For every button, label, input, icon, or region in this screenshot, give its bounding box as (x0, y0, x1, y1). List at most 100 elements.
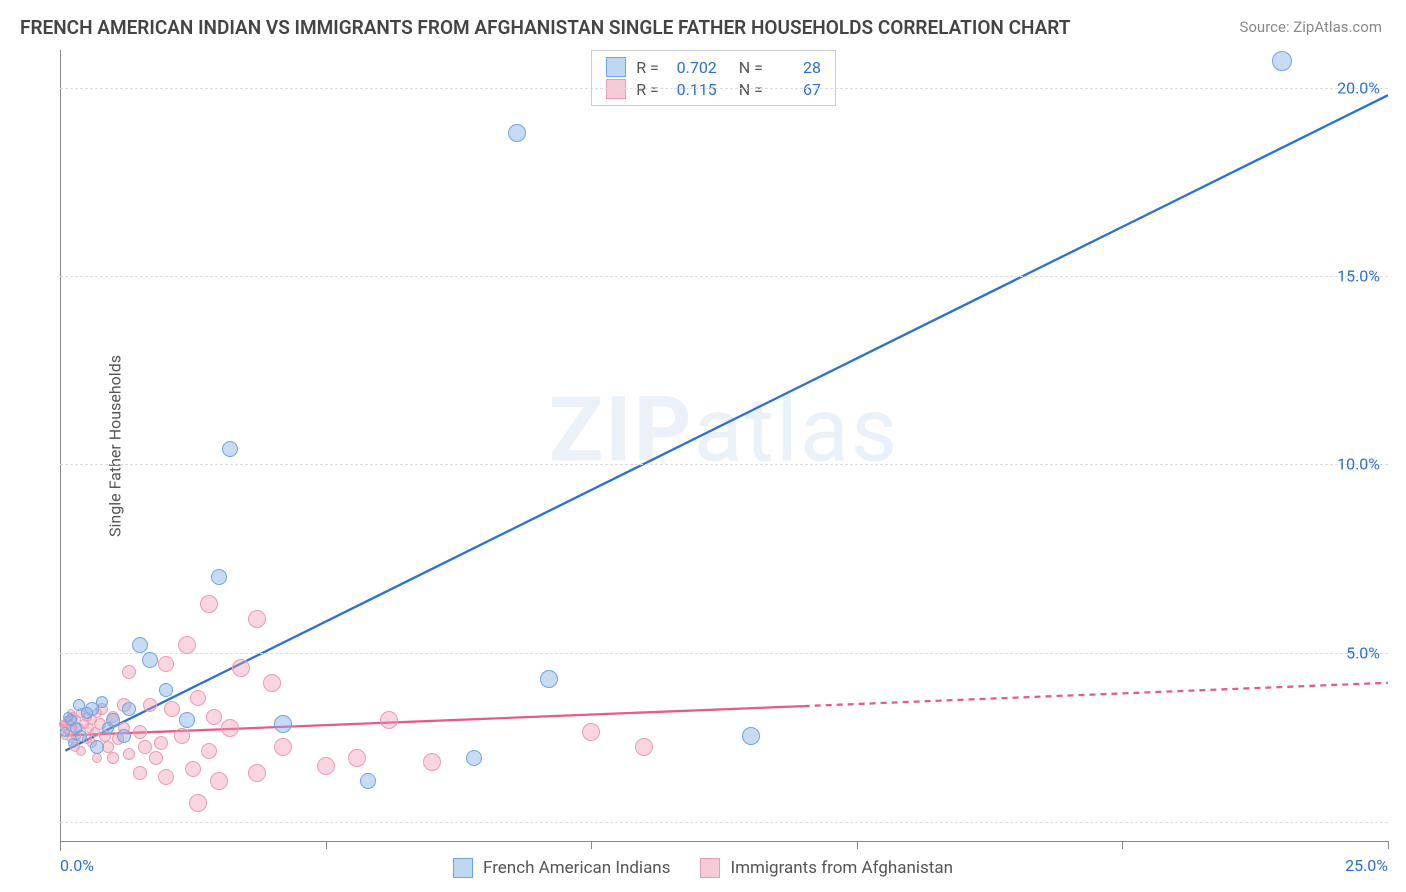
scatter-point-blue (132, 637, 148, 653)
y-tick-label: 15.0% (1337, 267, 1380, 286)
legend-swatch-pink (606, 79, 626, 99)
legend-swatch-blue (606, 57, 626, 77)
legend-item-pink: Immigrants from Afghanistan (700, 858, 953, 878)
x-tick (326, 841, 327, 849)
x-tick (1122, 841, 1123, 849)
scatter-point-pink (174, 728, 190, 744)
legend-series: French American Indians Immigrants from … (453, 858, 953, 878)
scatter-point-pink (133, 766, 147, 780)
r-label-blue: R = (636, 58, 659, 77)
scatter-point-blue (122, 702, 136, 716)
gridline-h (60, 822, 1388, 823)
x-tick (857, 841, 858, 849)
scatter-point-pink (210, 772, 228, 790)
scatter-point-blue (1272, 51, 1292, 71)
x-tick-label: 0.0% (60, 856, 94, 875)
scatter-point-pink (185, 761, 201, 777)
scatter-point-pink (582, 723, 600, 741)
trendline (804, 683, 1388, 706)
scatter-point-pink (122, 665, 136, 679)
x-tick (60, 841, 61, 849)
r-value-pink: 0.115 (669, 80, 717, 99)
legend-label-pink: Immigrants from Afghanistan (730, 858, 953, 878)
x-tick-label: 25.0% (1345, 856, 1388, 875)
scatter-point-pink (221, 719, 239, 737)
scatter-point-pink (380, 711, 398, 729)
scatter-point-pink (248, 610, 266, 628)
scatter-point-blue (63, 712, 73, 722)
scatter-point-blue (222, 441, 238, 457)
watermark-light: atlas (694, 377, 900, 482)
r-label-pink: R = (636, 80, 659, 99)
scatter-point-blue (540, 670, 558, 688)
scatter-point-blue (274, 715, 292, 733)
scatter-point-blue (142, 652, 158, 668)
n-label-pink: N = (739, 80, 763, 99)
scatter-point-pink (635, 738, 653, 756)
scatter-point-pink (189, 794, 207, 812)
gridline-h (60, 653, 1388, 654)
watermark-bold: ZIP (549, 377, 694, 482)
scatter-point-pink (423, 753, 441, 771)
gridline-h (60, 464, 1388, 465)
chart-plot-area: ZIPatlas R = 0.702 N = 28 R = 0.115 N = … (60, 50, 1388, 842)
legend-item-blue: French American Indians (453, 858, 670, 878)
n-label-blue: N = (739, 58, 763, 77)
scatter-point-pink (158, 769, 174, 785)
scatter-point-pink (149, 751, 163, 765)
legend-stat-row-blue: R = 0.702 N = 28 (606, 57, 821, 77)
scatter-point-blue (96, 696, 108, 708)
legend-swatch-blue-bottom (453, 858, 473, 878)
scatter-point-blue (508, 124, 526, 142)
scatter-point-blue (466, 750, 482, 766)
legend-label-blue: French American Indians (483, 858, 670, 878)
scatter-point-pink (248, 764, 266, 782)
watermark: ZIPatlas (549, 377, 900, 482)
n-value-blue: 28 (773, 58, 821, 77)
scatter-point-blue (102, 722, 114, 734)
scatter-point-pink (92, 753, 102, 763)
source-label: Source: ZipAtlas.com (1239, 18, 1382, 36)
y-tick-label: 5.0% (1346, 643, 1380, 662)
scatter-point-blue (211, 569, 227, 585)
x-tick (591, 841, 592, 849)
scatter-point-pink (158, 656, 174, 672)
legend-stat-row-pink: R = 0.115 N = 67 (606, 79, 821, 99)
scatter-point-blue (179, 712, 195, 728)
n-value-pink: 67 (773, 80, 821, 99)
scatter-point-pink (201, 743, 217, 759)
scatter-point-pink (232, 659, 250, 677)
scatter-point-blue (159, 683, 173, 697)
scatter-point-pink (107, 752, 119, 764)
scatter-point-pink (143, 698, 157, 712)
r-value-blue: 0.702 (669, 58, 717, 77)
scatter-point-blue (90, 740, 104, 754)
scatter-point-pink (133, 725, 147, 739)
scatter-point-pink (348, 749, 366, 767)
scatter-point-pink (178, 636, 196, 654)
scatter-point-blue (117, 729, 131, 743)
scatter-point-pink (263, 674, 281, 692)
scatter-point-pink (274, 738, 292, 756)
scatter-point-pink (138, 740, 152, 754)
x-tick (1388, 841, 1389, 849)
gridline-h (60, 88, 1388, 89)
scatter-point-pink (190, 690, 206, 706)
scatter-point-blue (60, 727, 70, 737)
chart-title: FRENCH AMERICAN INDIAN VS IMMIGRANTS FRO… (20, 16, 1070, 39)
scatter-point-blue (68, 738, 78, 748)
scatter-point-pink (164, 701, 180, 717)
y-tick-label: 10.0% (1337, 455, 1380, 474)
scatter-point-pink (206, 709, 222, 725)
scatter-point-blue (742, 727, 760, 745)
scatter-point-blue (360, 773, 376, 789)
scatter-point-pink (317, 757, 335, 775)
gridline-h (60, 276, 1388, 277)
legend-swatch-pink-bottom (700, 858, 720, 878)
scatter-point-pink (123, 748, 135, 760)
y-tick-label: 20.0% (1337, 78, 1380, 97)
scatter-point-pink (154, 736, 168, 750)
legend-statistics: R = 0.702 N = 28 R = 0.115 N = 67 (591, 50, 836, 106)
scatter-point-blue (73, 699, 85, 711)
scatter-point-pink (200, 595, 218, 613)
